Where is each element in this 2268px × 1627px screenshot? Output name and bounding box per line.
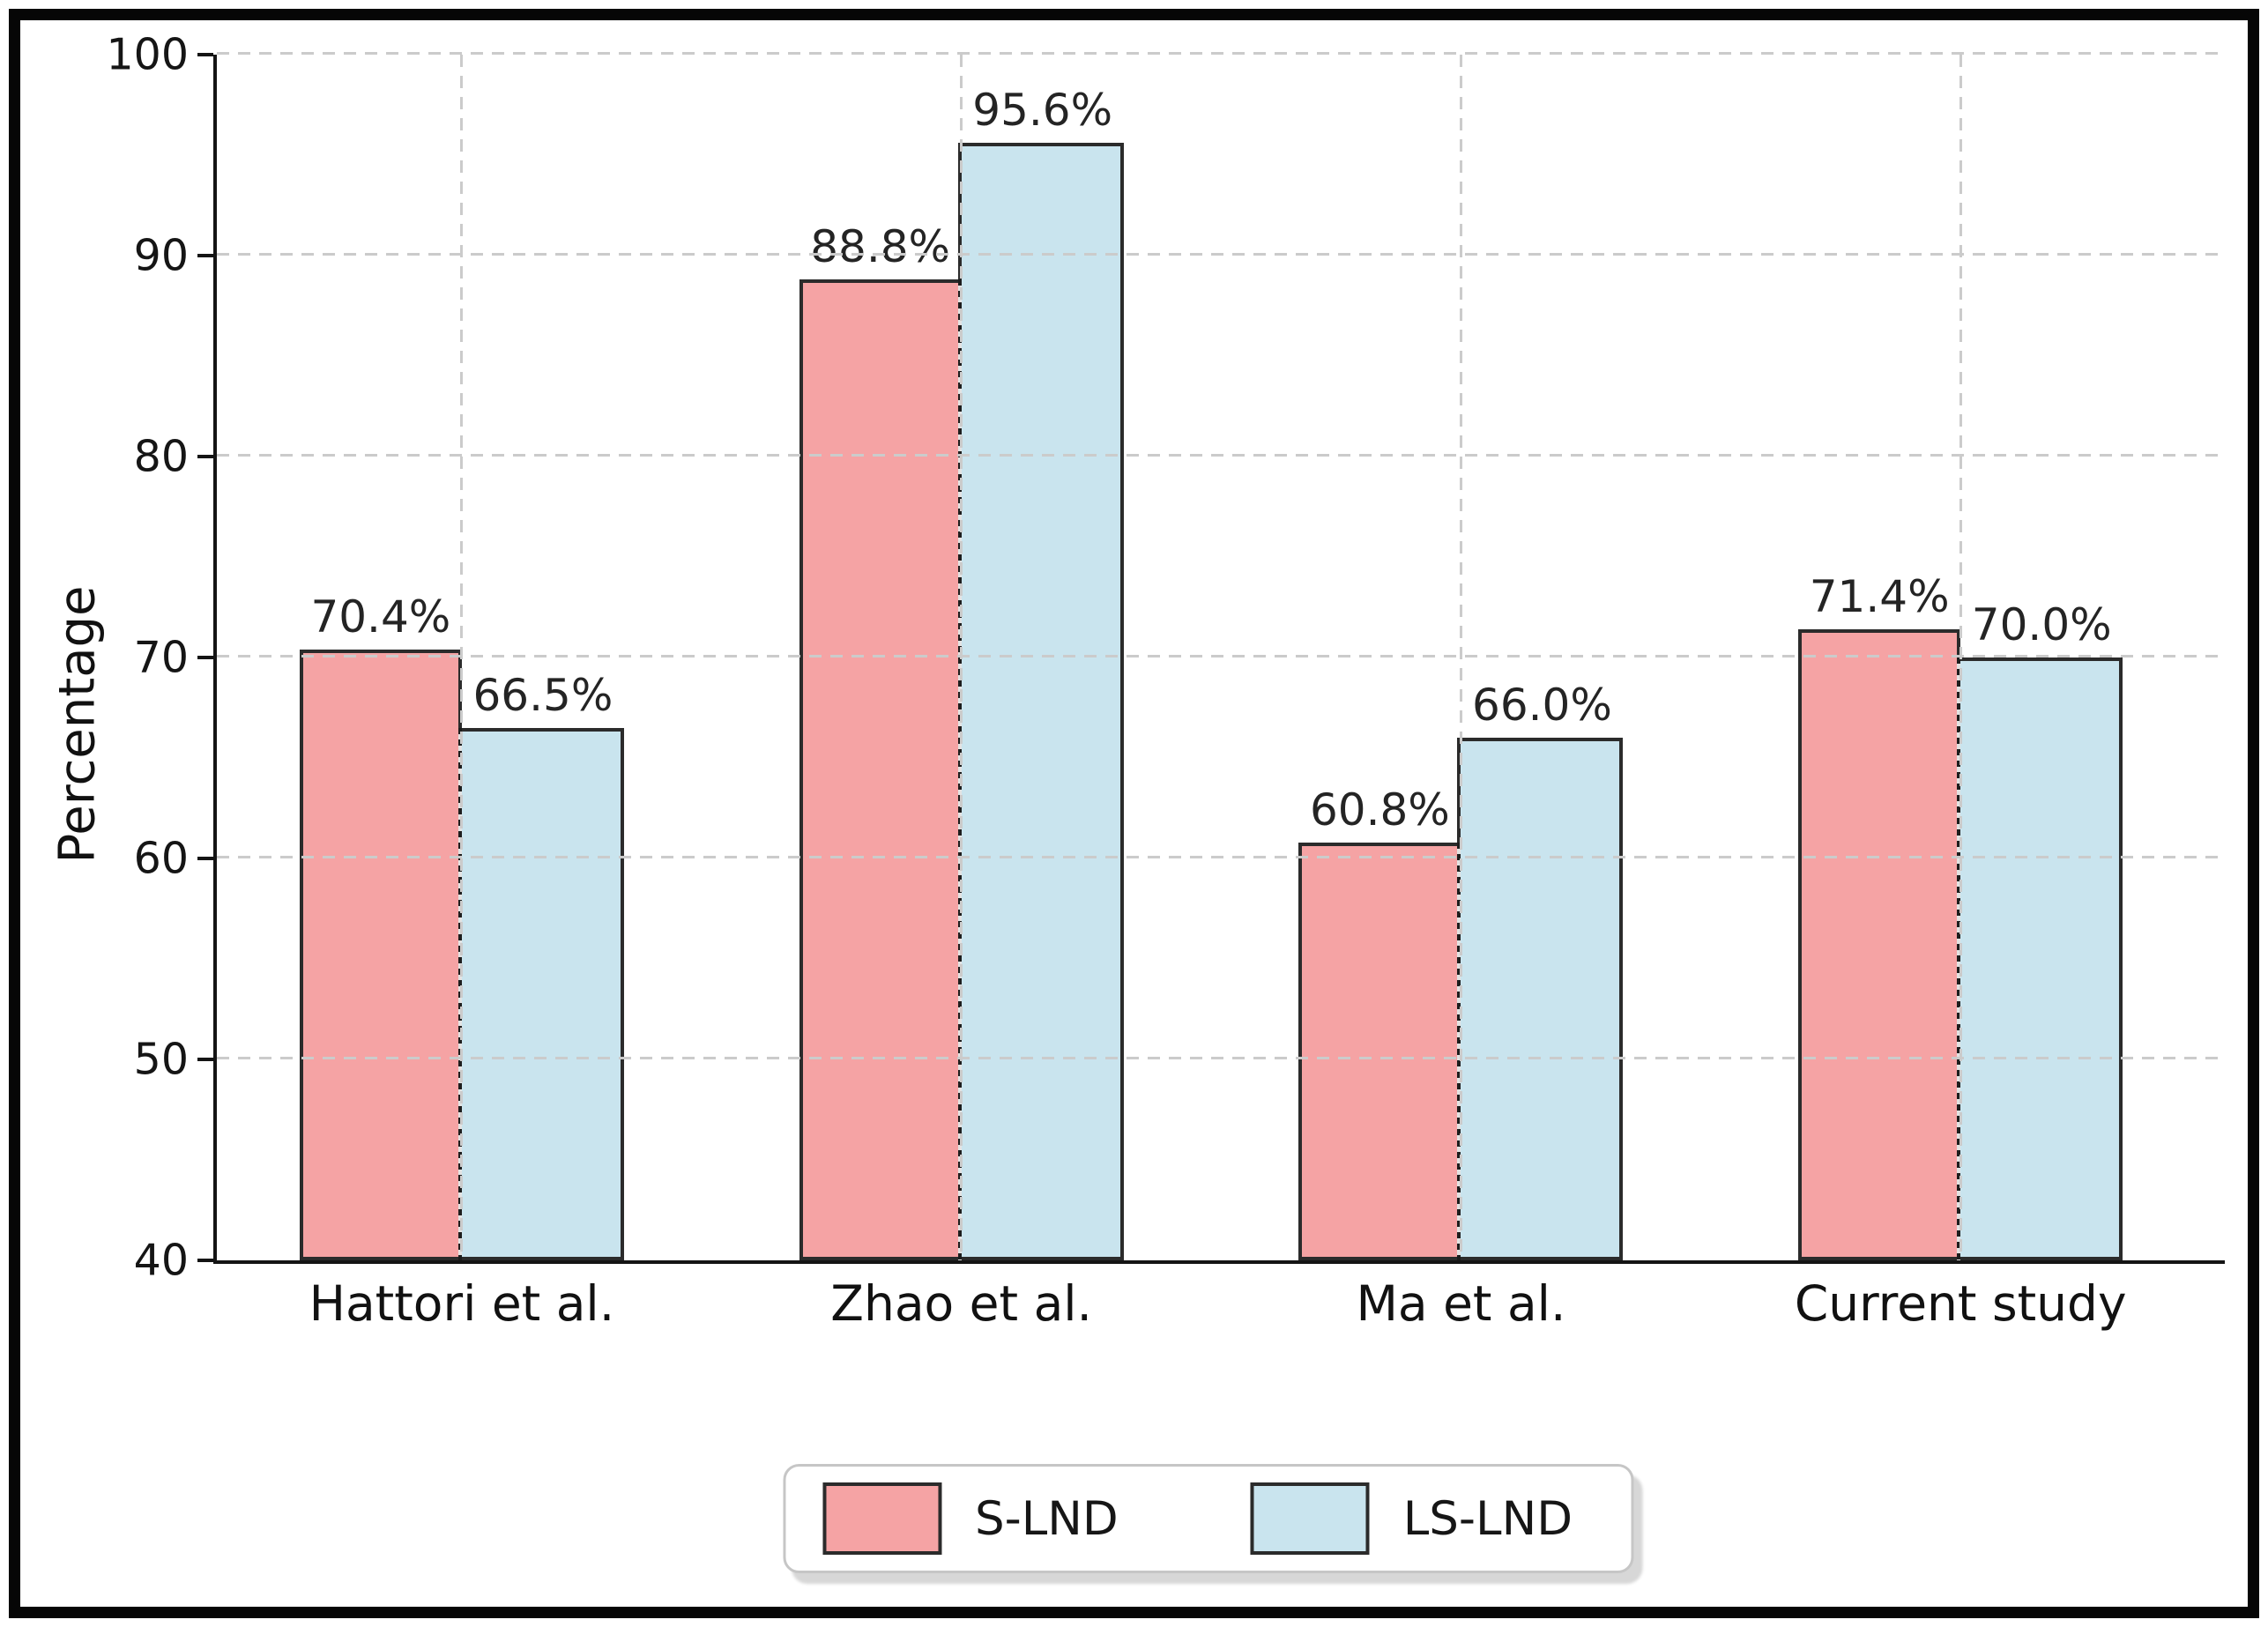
bar-group: 60.8% 66.0% (1298, 55, 1624, 1260)
y-tick-mark (197, 1259, 213, 1262)
legend: S-LND LS-LND (782, 1464, 1634, 1573)
x-tick-label: Hattori et al. (309, 1275, 615, 1332)
y-tick-label: 100 (106, 29, 189, 80)
y-tick-mark (197, 254, 213, 257)
legend-swatch-lslnd (1250, 1482, 1370, 1555)
bar-value-label: 66.0% (1472, 680, 1612, 732)
y-tick-mark (197, 857, 213, 860)
y-tick-label: 40 (133, 1235, 189, 1286)
plot-area: 100 90 80 70 60 50 40 70.4% 66.5% Hattori et al. 8… (106, 33, 2225, 1328)
bar-ls-lnd (957, 143, 1124, 1260)
legend-label-lslnd: LS-LND (1402, 1491, 1573, 1546)
x-tick-label: Ma et al. (1356, 1275, 1566, 1332)
y-tick-mark (197, 455, 213, 458)
y-tick-label: 80 (133, 431, 189, 482)
bar-value-label: 95.6% (972, 85, 1113, 137)
bar-value-label: 88.8% (810, 221, 951, 273)
bar-value-label: 71.4% (1809, 571, 1950, 623)
y-tick-mark (197, 1058, 213, 1061)
bar-value-label: 66.5% (472, 669, 613, 721)
legend-item-slnd: S-LND (822, 1482, 1119, 1555)
bar-divider (1457, 842, 1461, 1260)
bar-ls-lnd (457, 727, 624, 1260)
bar-ls-lnd (1457, 738, 1624, 1260)
bar-s-lnd (1298, 842, 1461, 1260)
y-tick-label: 60 (133, 833, 189, 884)
bar-group: 71.4% 70.0% (1798, 55, 2123, 1260)
bar-group: 88.8% 95.6% (799, 55, 1124, 1260)
bar-value-label: 70.4% (310, 591, 451, 643)
y-axis-label: Percentage (48, 585, 107, 864)
y-tick-label: 90 (133, 230, 189, 281)
y-tick-label: 70 (133, 632, 189, 683)
bar-group: 70.4% 66.5% (299, 55, 624, 1260)
bar-value-label: 70.0% (1971, 599, 2112, 650)
legend-swatch-slnd (822, 1482, 941, 1555)
x-tick-label: Current study (1794, 1275, 2127, 1332)
bar-s-lnd (299, 649, 462, 1260)
bar-value-label: 60.8% (1309, 784, 1450, 836)
x-tick-label: Zhao et al. (830, 1275, 1093, 1332)
bar-divider (957, 279, 962, 1260)
bar-divider (1957, 657, 1961, 1260)
y-tick-mark (197, 53, 213, 56)
legend-label-slnd: S-LND (974, 1491, 1119, 1546)
y-tick-label: 50 (133, 1034, 189, 1085)
bar-divider (457, 727, 462, 1260)
y-tick-mark (197, 656, 213, 659)
bar-s-lnd (1798, 629, 1961, 1260)
bar-s-lnd (799, 279, 962, 1260)
legend-item-lslnd: LS-LND (1250, 1482, 1573, 1555)
bar-ls-lnd (1957, 657, 2123, 1260)
